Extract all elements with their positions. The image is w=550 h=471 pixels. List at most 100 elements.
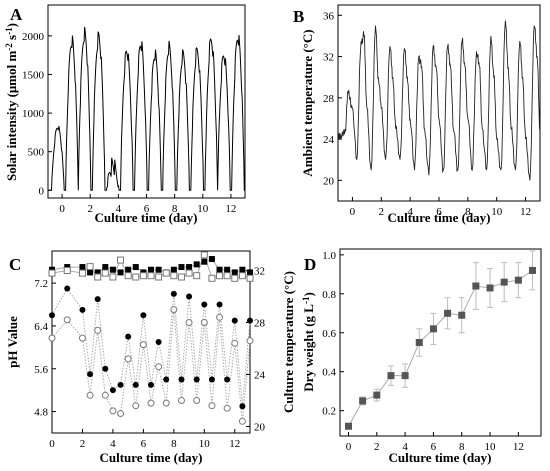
panel-c-series-0-point — [132, 264, 139, 271]
panel-c-xtick-label: 4 — [110, 438, 116, 450]
panel-d-xtick-label: 8 — [459, 441, 465, 453]
panel-c-series-3-point — [139, 341, 147, 349]
panel-c-series-3-point — [48, 334, 56, 342]
panel-d-point — [401, 372, 409, 380]
panel-c-series-0-point — [148, 266, 154, 273]
panel-a-ytick-label: 500 — [28, 147, 45, 159]
panel-c-series-1-point — [170, 272, 178, 280]
panel-d-point — [415, 339, 423, 346]
panel-d-point — [387, 372, 395, 380]
panel-b-xtick-label: 8 — [465, 206, 471, 218]
panel-c-series-1-point — [231, 274, 239, 282]
panel-b-xtick-label: 0 — [350, 206, 356, 218]
panel-c-label: C — [9, 255, 21, 274]
panel-c-series-3-point — [101, 391, 109, 399]
panel-c-series-2-point — [201, 301, 208, 308]
panel-c-series-1-point — [117, 256, 125, 264]
panel-c-series-2-point — [148, 381, 154, 388]
panel-d-ytick-label: 0.8 — [322, 289, 336, 301]
panel-c-series-1-point — [101, 269, 109, 277]
panel-c-series-0-point — [193, 261, 200, 268]
panel-c-series-2-point — [170, 290, 177, 297]
panel-c-series-0-point — [208, 256, 215, 263]
panel-c-ytick-label: 7.2 — [34, 278, 48, 290]
panel-d-xtick-label: 6 — [431, 441, 437, 453]
panel-d-ylabel: Dry weight (g L-1) — [301, 292, 316, 392]
panel-c-series-2-point — [102, 365, 109, 372]
panel-d-point — [500, 278, 508, 286]
panel-c-series-0-point — [79, 264, 86, 271]
panel-c-series-3-point — [223, 404, 231, 412]
panel-c-series-3-point — [238, 417, 246, 425]
panel-d-xtick-label: 4 — [402, 441, 408, 453]
panel-c-series-1-point — [94, 273, 102, 281]
panel-c-series-3-point — [185, 319, 193, 326]
panel-c-series-2-point — [155, 339, 162, 345]
panel-c-y2tick-label: 32 — [254, 266, 265, 278]
panel-d-xtick-label: 10 — [485, 441, 497, 453]
panel-c-series-2-point — [208, 376, 215, 383]
panel-a-xtick-label: 2 — [87, 203, 93, 215]
panel-b-ytick-label: 36 — [323, 10, 335, 22]
panel-c-series-2-point — [224, 376, 231, 383]
panel-c-series-2-point — [163, 376, 170, 383]
panel-d-ytick-label: 1.0 — [322, 250, 336, 262]
panel-d-ytick-label: 0.4 — [322, 367, 336, 379]
panel-c-series-1-point — [147, 272, 155, 280]
panel-b-ytick-label: 20 — [323, 175, 335, 187]
panel-d-point — [529, 266, 537, 274]
panel-a-xlabel: Culture time (day) — [94, 210, 197, 225]
panel-b-ytick-label: 28 — [323, 93, 335, 105]
panel-c-series-3-point — [162, 399, 170, 407]
panel-c-y2tick-label: 24 — [254, 370, 266, 382]
panel-c-series-1-point — [216, 272, 224, 280]
panel-a-ytick-label: 0 — [39, 185, 45, 197]
panel-c-series-0-point — [224, 266, 231, 273]
panel-c-xtick-label: 2 — [80, 438, 86, 450]
panel-c-series-3-point — [124, 355, 132, 363]
panel-c-series-2-point — [178, 376, 185, 383]
panel-d-series-line — [348, 269, 533, 427]
panel-b-ytick-label: 32 — [323, 52, 334, 64]
panel-c-series-0-point — [94, 269, 101, 276]
panel-c-series-3-point — [246, 337, 254, 345]
panel-c-series-3-point — [86, 391, 94, 399]
panel-c-xlabel: Culture time (day) — [99, 450, 202, 465]
panel-c-series-1-point — [63, 267, 71, 274]
panel-c-xtick-label: 12 — [229, 438, 240, 450]
panel-c-xtick-label: 10 — [199, 438, 211, 450]
panel-c-series-0-point — [102, 264, 109, 271]
panel-d-xtick-label: 12 — [513, 441, 524, 453]
panel-c-series-3-point — [155, 363, 163, 371]
panel-c-series-2-point — [231, 317, 238, 324]
panel-a-ytick-label: 1000 — [22, 108, 45, 120]
panel-c-series-0-point — [109, 266, 116, 273]
panel-d-ytick-label: 0.2 — [322, 406, 336, 418]
panel-c-series-0-point — [239, 266, 246, 273]
panel-c-series-0-point — [117, 269, 124, 276]
panel-c-series-1-point — [246, 274, 254, 282]
panel-d-ytick-label: 0.6 — [322, 328, 336, 340]
panel-c-series-0-point — [155, 266, 162, 273]
panel-a-xtick-label: 6 — [144, 203, 150, 215]
panel-a-xtick-label: 12 — [225, 203, 236, 215]
panel-c-series-1-point — [177, 273, 185, 281]
panel-c-series-1-point — [185, 269, 193, 277]
panel-c-series-3-point — [177, 397, 185, 404]
panel-d: D 0 2 4 6 8 10 12 0.2 0.4 0.6 0.8 1.0 Culture time … — [301, 248, 542, 465]
panel-c-series-0-point — [231, 269, 238, 276]
panel-a-xtick-label: 4 — [116, 203, 122, 215]
panel-c-xtick-label: 8 — [171, 438, 177, 450]
panel-c-series-2-point — [239, 403, 246, 410]
panel-c-series-3-point — [109, 407, 117, 415]
panel-d-point — [429, 325, 437, 333]
panel-a-ytick-label: 1500 — [22, 69, 45, 81]
panel-b-ytick-label: 24 — [323, 134, 335, 146]
panel-b-label: B — [293, 7, 304, 26]
panel-d-point — [373, 391, 381, 399]
panel-c-series-3-point — [200, 319, 208, 326]
panel-d-point — [444, 309, 452, 317]
panel-c-ytick-label: 5.6 — [34, 364, 48, 376]
panel-a-label: A — [10, 5, 23, 24]
